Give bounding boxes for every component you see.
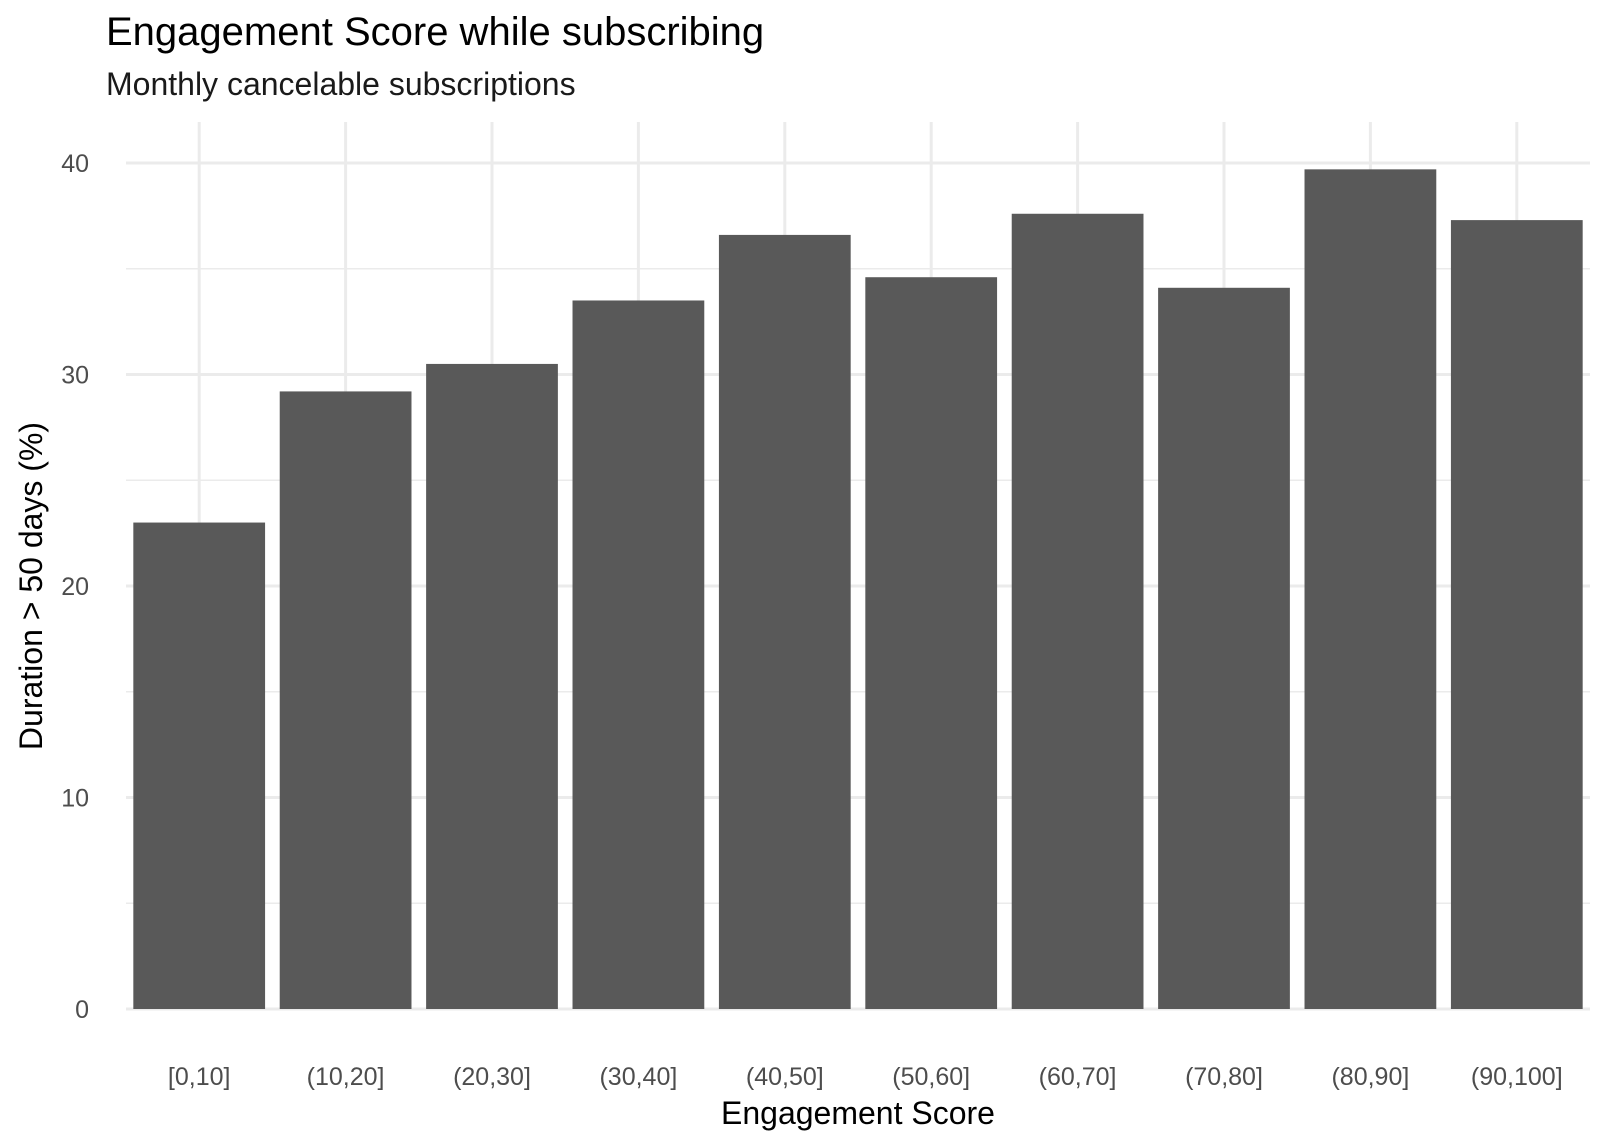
y-tick-label: 20 bbox=[61, 573, 89, 601]
x-tick-label: (10,20] bbox=[307, 1063, 385, 1091]
bar bbox=[718, 234, 851, 1009]
y-tick-label: 0 bbox=[75, 996, 89, 1024]
x-tick-label: (40,50] bbox=[746, 1063, 824, 1091]
bar bbox=[1011, 213, 1144, 1009]
x-tick-labels: [0,10] (10,20] (20,30] (30,40] (40,50] (50,60… bbox=[168, 1063, 1563, 1091]
bars bbox=[133, 169, 1583, 1010]
bar bbox=[1304, 169, 1437, 1010]
x-tick-label: [0,10] bbox=[168, 1063, 231, 1091]
y-tick-label: 40 bbox=[61, 150, 89, 178]
y-tick-labels: 0 10 20 30 40 bbox=[61, 150, 89, 1024]
chart-subtitle: Monthly cancelable subscriptions bbox=[106, 66, 576, 102]
x-tick-label: (80,90] bbox=[1331, 1063, 1409, 1091]
bar bbox=[279, 391, 412, 1009]
y-tick-label: 10 bbox=[61, 785, 89, 813]
bar bbox=[1450, 220, 1583, 1010]
x-tick-label: (30,40] bbox=[599, 1063, 677, 1091]
y-axis-title: Duration > 50 days (%) bbox=[13, 422, 49, 750]
x-tick-label: (50,60] bbox=[892, 1063, 970, 1091]
bar bbox=[426, 363, 558, 1009]
x-tick-label: (60,70] bbox=[1039, 1063, 1117, 1091]
x-axis-title: Engagement Score bbox=[721, 1095, 995, 1131]
x-tick-label: (90,100] bbox=[1471, 1063, 1563, 1091]
bar bbox=[1158, 287, 1290, 1009]
bar bbox=[865, 277, 998, 1010]
x-tick-label: (70,80] bbox=[1185, 1063, 1263, 1091]
bar bbox=[133, 522, 266, 1009]
y-tick-label: 30 bbox=[61, 362, 89, 390]
chart-title: Engagement Score while subscribing bbox=[106, 10, 765, 54]
x-tick-label: (20,30] bbox=[453, 1063, 531, 1091]
bar bbox=[572, 300, 705, 1010]
